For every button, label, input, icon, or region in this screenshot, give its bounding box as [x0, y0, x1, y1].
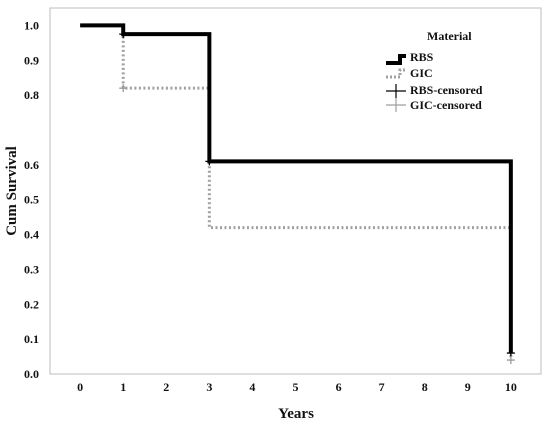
x-tick-label: 1 [120, 380, 126, 394]
legend-label-gic-censored: GIC-censored [410, 98, 482, 112]
x-tick-label: 0 [77, 380, 83, 394]
series-line-gic [80, 23, 513, 361]
y-axis-label: Cum Survival [4, 146, 20, 236]
y-tick-label: 1.0 [24, 18, 39, 32]
y-tick-label: 0.0 [24, 367, 39, 381]
legend: Material RBS GIC RBS-censored GIC-censor… [386, 29, 483, 112]
x-axis-label: Years [278, 406, 314, 422]
y-tick-label: 0.8 [24, 88, 39, 102]
y-tick-label: 0.9 [24, 53, 39, 67]
censor-mark-rbs [119, 30, 128, 39]
plot-frame [49, 7, 542, 375]
y-axis-ticks: 0.0 0.1 0.2 0.3 0.4 0.5 0.6 0.8 0.9 1.0 [24, 18, 39, 381]
censor-mark-gic [119, 84, 128, 93]
x-axis-ticks: 0 1 2 3 4 5 6 7 8 9 10 [77, 380, 517, 394]
x-tick-label: 3 [206, 380, 212, 394]
legend-swatch-gic-censored [386, 98, 406, 112]
x-tick-label: 8 [422, 380, 428, 394]
x-tick-label: 9 [465, 380, 471, 394]
legend-title: Material [427, 29, 472, 43]
x-tick-label: 5 [293, 380, 299, 394]
x-tick-label: 4 [249, 380, 255, 394]
series-line-rbs [80, 23, 513, 354]
x-tick-label: 10 [505, 380, 517, 394]
legend-label-gic: GIC [410, 66, 433, 80]
censor-layer [119, 30, 515, 365]
y-tick-label: 0.4 [24, 228, 39, 242]
series-layer [80, 23, 513, 361]
censor-mark-gic [506, 356, 515, 365]
legend-label-rbs-censored: RBS-censored [410, 83, 483, 97]
legend-swatch-gic [386, 68, 406, 79]
legend-label-rbs: RBS [410, 50, 434, 64]
y-tick-label: 0.5 [24, 193, 39, 207]
legend-swatch-rbs [386, 54, 406, 65]
y-tick-label: 0.6 [24, 158, 39, 172]
y-tick-label: 0.3 [24, 262, 39, 276]
x-tick-label: 2 [163, 380, 169, 394]
x-tick-label: 7 [379, 380, 385, 394]
y-tick-label: 0.2 [24, 297, 39, 311]
censor-mark-rbs [506, 349, 515, 358]
censor-mark-rbs [205, 157, 214, 166]
legend-swatch-rbs-censored [386, 84, 406, 98]
x-tick-label: 6 [336, 380, 342, 394]
y-tick-label: 0.1 [24, 332, 39, 346]
